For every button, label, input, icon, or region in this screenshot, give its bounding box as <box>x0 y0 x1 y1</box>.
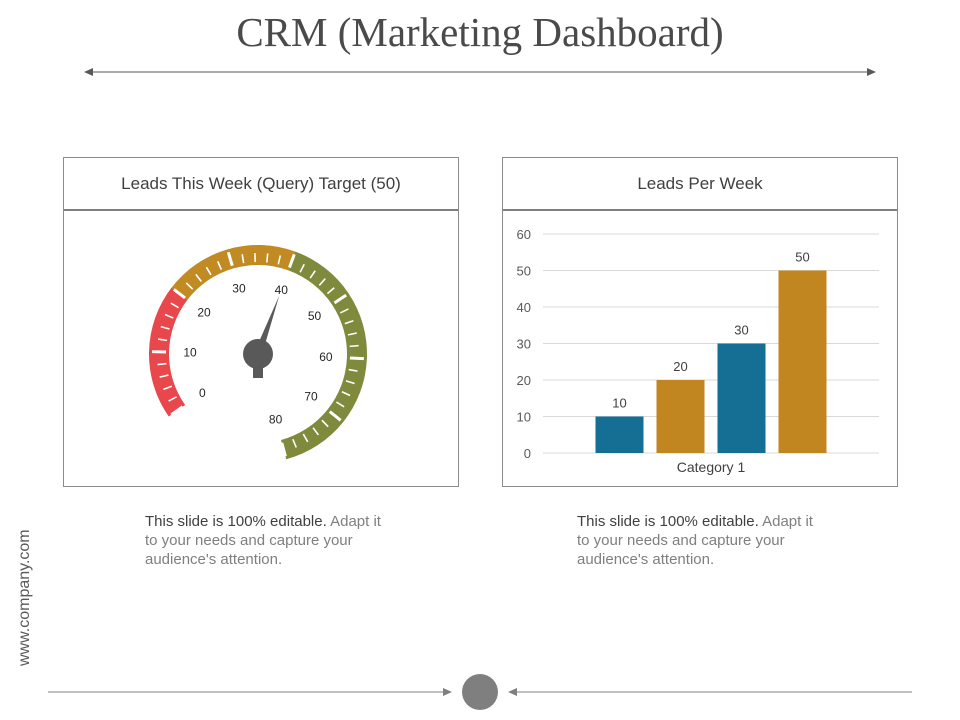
gauge-tick-label: 50 <box>308 309 322 323</box>
gauge-caption: This slide is 100% editable. Adapt it to… <box>145 512 395 569</box>
gauge-tick-label: 80 <box>269 413 283 427</box>
y-tick-label: 0 <box>524 446 531 461</box>
gauge-band-0 <box>149 287 188 417</box>
gauge-minor-tick <box>216 261 223 270</box>
gauge-minor-tick <box>157 338 168 342</box>
gauge-minor-tick <box>241 254 245 264</box>
title-divider-arrow <box>84 68 876 76</box>
gauge-minor-tick <box>164 313 174 319</box>
bar-panel: Leads Per Week 0 10 20 30 40 50 60 10 20 30 50 Cate… <box>502 157 898 487</box>
y-tick-label: 20 <box>517 373 531 388</box>
bar-data-label: 30 <box>734 323 748 338</box>
gauge-tick-label: 0 <box>199 386 206 400</box>
gauge-band-1 <box>171 245 296 300</box>
gauge-major-tick <box>288 253 296 269</box>
gauge-chart: 0 10 20 30 40 50 60 70 80 <box>149 245 367 460</box>
gauge-hub <box>243 339 273 369</box>
gauge-tick-label: 30 <box>232 282 246 296</box>
gauge-minor-tick <box>345 380 355 385</box>
gauge-minor-tick <box>326 287 335 295</box>
gauge-minor-tick <box>349 344 359 348</box>
gauge-caption-rest: Adapt it to your needs and capture your … <box>145 513 381 568</box>
bar-1 <box>595 416 644 453</box>
gauge-minor-tick <box>336 401 345 408</box>
gauge-major-tick <box>333 293 347 305</box>
y-tick-label: 30 <box>517 337 531 352</box>
x-category-label: Category 1 <box>677 459 746 475</box>
bar-caption-rest: Adapt it to your needs and capture your … <box>577 513 813 568</box>
bar-chart: 0 10 20 30 40 50 60 10 20 30 50 Category 1 <box>517 227 879 475</box>
gauge-minor-tick <box>321 419 329 428</box>
gauge-band-2 <box>281 251 367 460</box>
gauge-tick-label: 40 <box>275 283 289 297</box>
gauge-minor-tick <box>160 325 170 330</box>
bar-3 <box>717 343 766 453</box>
gauge-minor-tick <box>157 362 167 366</box>
gauge-minor-tick <box>341 391 351 397</box>
gauge-major-tick <box>172 288 186 300</box>
gauge-minor-tick <box>299 263 305 273</box>
bottom-dot-icon <box>462 674 498 710</box>
gauge-minor-tick <box>347 332 357 336</box>
bottom-divider <box>48 674 912 710</box>
bar-data-label: 10 <box>612 396 626 411</box>
gauge-minor-tick <box>159 374 169 378</box>
gauge-minor-tick <box>292 438 297 448</box>
gauge-major-tick <box>170 405 184 417</box>
gauge-panel-header: Leads This Week (Query) Target (50) <box>64 158 458 211</box>
gauge-caption-lead: This slide is 100% editable. <box>145 513 327 530</box>
y-tick-label: 40 <box>517 300 531 315</box>
bar-2 <box>656 380 705 453</box>
gauge-minor-tick <box>302 433 309 443</box>
gauge-minor-tick <box>348 368 358 372</box>
gauge-tick-label: 60 <box>319 350 333 364</box>
y-tick-label: 60 <box>517 227 531 242</box>
gauge-major-tick <box>280 442 287 457</box>
gauge-tick-label: 70 <box>304 390 318 404</box>
bar-panel-header: Leads Per Week <box>503 158 897 211</box>
gauge-minor-tick <box>318 278 326 286</box>
gauge-minor-tick <box>344 319 354 325</box>
bar-caption-lead: This slide is 100% editable. <box>577 513 759 530</box>
gauge-minor-tick <box>312 427 320 436</box>
gauge-major-tick <box>328 410 342 422</box>
gauge-major-tick <box>226 251 234 267</box>
gauge-minor-tick <box>168 396 177 402</box>
gauge-minor-tick <box>163 385 173 391</box>
gauge-minor-tick <box>185 282 194 290</box>
bar-data-label: 50 <box>795 250 809 265</box>
gauge-minor-tick <box>309 270 316 279</box>
gauge-minor-tick <box>339 308 349 314</box>
gauge-tick-label: 20 <box>197 306 211 320</box>
y-tick-label: 10 <box>517 410 531 425</box>
gauge-minor-tick <box>266 253 269 263</box>
gauge-minor-tick <box>170 302 179 309</box>
gauge-minor-tick <box>195 273 202 282</box>
bar-data-label: 20 <box>673 359 687 374</box>
y-tick-label: 50 <box>517 264 531 279</box>
company-url: www.company.com <box>16 529 33 666</box>
gauge-minor-tick <box>277 255 282 265</box>
gauge-minor-tick <box>205 266 212 276</box>
gauge-major-tick <box>349 356 364 361</box>
page-title: CRM (Marketing Dashboard) <box>236 9 724 55</box>
bar-4 <box>778 270 827 453</box>
gauge-tick-label: 10 <box>183 346 197 360</box>
gauge-panel: Leads This Week (Query) Target (50) 0 10 2… <box>63 157 459 487</box>
bar-caption: This slide is 100% editable. Adapt it to… <box>577 512 827 569</box>
